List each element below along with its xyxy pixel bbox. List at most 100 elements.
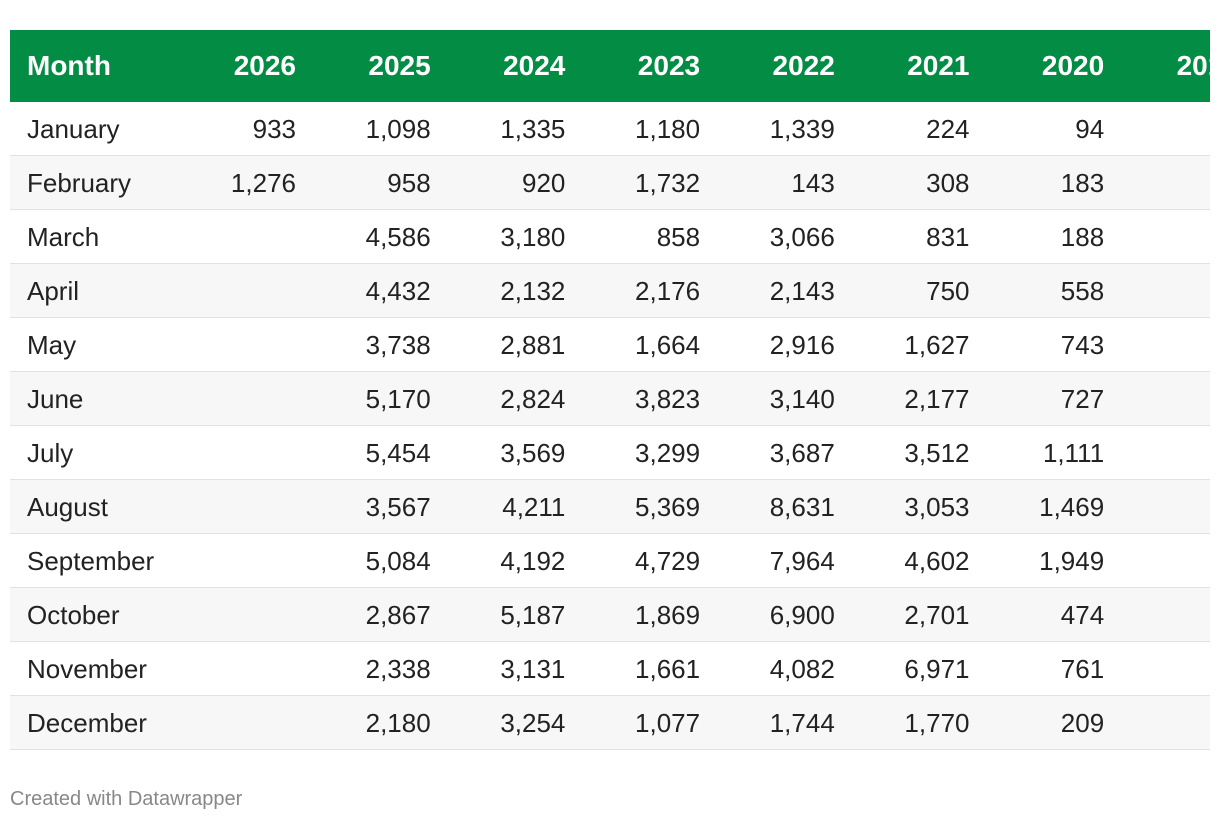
month-cell: January: [27, 114, 120, 144]
value-cell: 1,469: [1039, 492, 1105, 522]
value-cell: 94: [1075, 114, 1105, 144]
header-row: Month 2026 2025 2024 2023 2022 2021 2020 2019: [10, 30, 1210, 102]
table: Month 2026 2025 2024 2023 2022 2021 2020 2019 Jan…: [10, 30, 1210, 750]
table-row: January 933 1,098 1,335 1,180 1,339 224 94: [10, 102, 1210, 156]
value-cell: 3,823: [635, 384, 701, 414]
value-cell: 4,082: [769, 654, 835, 684]
value-cell: 1,335: [500, 114, 566, 144]
header-cell: 2019: [1176, 50, 1210, 81]
value-cell: 3,254: [500, 708, 566, 738]
value-cell: 3,180: [500, 222, 566, 252]
value-cell: 8,631: [769, 492, 835, 522]
month-cell: April: [27, 276, 80, 306]
value-cell: 920: [522, 168, 566, 198]
value-cell: 761: [1060, 654, 1105, 684]
month-cell: September: [27, 546, 155, 576]
value-cell: 1,180: [635, 114, 701, 144]
value-cell: 743: [1060, 330, 1105, 360]
footer: Created with Datawrapper: [10, 788, 243, 810]
month-cell: May: [27, 330, 77, 360]
value-cell: 2,916: [769, 330, 835, 360]
value-cell: 2,143: [769, 276, 835, 306]
month-cell: June: [27, 384, 84, 414]
header-cell: 2024: [503, 50, 566, 81]
header-cell: 2025: [368, 50, 431, 81]
value-cell: 474: [1060, 600, 1105, 630]
value-cell: 4,432: [365, 276, 431, 306]
value-cell: 3,299: [635, 438, 701, 468]
value-cell: 1,339: [769, 114, 835, 144]
value-cell: 2,824: [500, 384, 566, 414]
header-cell: 2022: [772, 50, 835, 81]
header-cell: 2020: [1041, 50, 1105, 81]
value-cell: 831: [926, 222, 970, 252]
value-cell: 933: [252, 114, 296, 144]
value-cell: 1,869: [635, 600, 701, 630]
value-cell: 4,211: [502, 492, 566, 522]
value-cell: 1,077: [635, 708, 701, 738]
month-cell: October: [27, 600, 120, 630]
value-cell: 3,687: [769, 438, 835, 468]
table-row: September 5,084 4,192 4,729 7,964 4,602 1,949: [10, 534, 1210, 588]
value-cell: 6,900: [769, 600, 835, 630]
month-cell: February: [27, 168, 132, 198]
header-cell: 2021: [907, 50, 970, 81]
value-cell: 5,170: [365, 384, 431, 414]
value-cell: 3,567: [365, 492, 431, 522]
header-cell: 2023: [637, 50, 701, 81]
value-cell: 3,066: [769, 222, 835, 252]
value-cell: 5,369: [635, 492, 701, 522]
value-cell: 4,192: [500, 546, 566, 576]
value-cell: 1,098: [365, 114, 431, 144]
value-cell: 1,111: [1042, 438, 1105, 468]
value-cell: 3,569: [500, 438, 566, 468]
month-cell: July: [27, 438, 74, 468]
table-row: July 5,454 3,569 3,299 3,687 3,512 1,111: [10, 426, 1210, 480]
month-cell: November: [27, 654, 147, 684]
value-cell: 1,276: [230, 168, 296, 198]
value-cell: 2,176: [635, 276, 701, 306]
table-row: May 3,738 2,881 1,664 2,916 1,627 743: [10, 318, 1210, 372]
table-row: February 1,276 958 920 1,732 143 308 183: [10, 156, 1210, 210]
value-cell: 2,132: [500, 276, 566, 306]
table-row: December 2,180 3,254 1,077 1,744 1,770 209: [10, 696, 1210, 750]
value-cell: 858: [656, 222, 701, 252]
value-cell: 4,729: [635, 546, 701, 576]
value-cell: 3,738: [365, 330, 431, 360]
value-cell: 5,084: [365, 546, 431, 576]
value-cell: 1,661: [635, 654, 701, 684]
table-row: March 4,586 3,180 858 3,066 831 188: [10, 210, 1210, 264]
value-cell: 750: [926, 276, 970, 306]
value-cell: 4,602: [904, 546, 970, 576]
value-cell: 2,867: [365, 600, 431, 630]
table-row: August 3,567 4,211 5,369 8,631 3,053 1,469: [10, 480, 1210, 534]
value-cell: 183: [1060, 168, 1105, 198]
month-cell: December: [27, 708, 147, 738]
value-cell: 2,177: [904, 384, 970, 414]
value-cell: 2,338: [365, 654, 431, 684]
value-cell: 1,627: [904, 330, 970, 360]
value-cell: 209: [1060, 708, 1105, 738]
value-cell: 5,187: [500, 600, 566, 630]
value-cell: 7,964: [769, 546, 835, 576]
table-row: April 4,432 2,132 2,176 2,143 750 558: [10, 264, 1210, 318]
value-cell: 2,701: [904, 600, 970, 630]
value-cell: 3,053: [904, 492, 970, 522]
value-cell: 3,140: [769, 384, 835, 414]
value-cell: 3,131: [500, 654, 566, 684]
value-cell: 4,586: [365, 222, 431, 252]
value-cell: 958: [387, 168, 431, 198]
value-cell: 2,180: [365, 708, 431, 738]
month-cell: August: [27, 492, 108, 522]
value-cell: 143: [791, 168, 835, 198]
value-cell: 224: [926, 114, 970, 144]
value-cell: 1,732: [635, 168, 701, 198]
value-cell: 727: [1060, 384, 1105, 414]
table-row: June 5,170 2,824 3,823 3,140 2,177 727: [10, 372, 1210, 426]
value-cell: 188: [1060, 222, 1105, 252]
value-cell: 308: [926, 168, 970, 198]
table-row: November 2,338 3,131 1,661 4,082 6,971 761: [10, 642, 1210, 696]
value-cell: 3,512: [904, 438, 970, 468]
header-cell: 2026: [233, 50, 296, 81]
